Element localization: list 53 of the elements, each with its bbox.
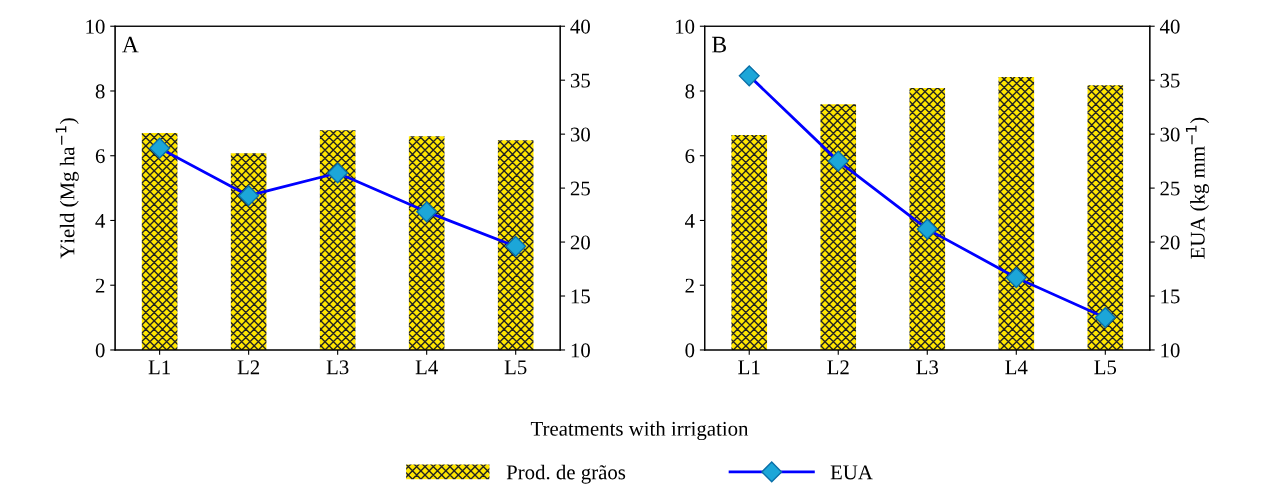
- y2-tick-label: 25: [1160, 181, 1180, 196]
- x-tick-label: L3: [326, 360, 349, 375]
- y-tick-label: 8: [685, 84, 695, 99]
- y-tick-label: 8: [95, 84, 105, 99]
- y-tick-label: 4: [95, 213, 106, 228]
- legend-label: Prod. de grãos: [506, 464, 626, 484]
- y-tick-label: 6: [685, 149, 695, 164]
- y-tick-label: 2: [95, 278, 105, 293]
- y-tick-label: 4: [685, 213, 695, 228]
- y-axis-title: Yield (Mg ha$^{−1}$): [55, 118, 79, 259]
- bar: [909, 88, 946, 350]
- annotation: A: [122, 36, 139, 53]
- y2-tick-label: 40: [570, 19, 590, 34]
- bar: [820, 104, 857, 350]
- bar: [141, 133, 178, 350]
- bar: [230, 153, 267, 350]
- y2-tick-label: 30: [570, 127, 590, 142]
- bar: [1087, 85, 1124, 350]
- y2-tick-label: 10: [1161, 343, 1180, 358]
- y-tick-label: 0: [95, 343, 105, 358]
- y2-tick-label: 35: [570, 73, 590, 88]
- y2-tick-label: 15: [1161, 289, 1180, 304]
- y-tick-label: 2: [685, 278, 694, 293]
- bar: [319, 130, 356, 350]
- x-tick-label: L5: [1094, 360, 1117, 375]
- y2-tick-label: 15: [571, 289, 590, 304]
- y-tick-label: 10: [676, 19, 695, 34]
- x-tick-label: L5: [504, 360, 527, 375]
- y2-tick-label: 10: [571, 343, 590, 358]
- bar: [998, 77, 1035, 350]
- y2-tick-label: 40: [1159, 19, 1180, 34]
- x-tick-label: L1: [738, 360, 760, 375]
- y-tick-label: 10: [86, 19, 105, 34]
- y2-tick-label: 20: [1160, 235, 1180, 250]
- x-tick-label: L2: [237, 360, 260, 375]
- x-axis-title: Treatments with irrigation: [530, 421, 749, 441]
- y2-tick-label: 20: [570, 235, 590, 250]
- y2-tick-label: 25: [570, 181, 590, 196]
- y-tick-label: 6: [95, 149, 105, 164]
- x-tick-label: L1: [148, 360, 170, 375]
- y2-tick-label: 30: [1160, 127, 1180, 142]
- y2-axis-title: EUA (kg mm$^{−1}$): [1185, 117, 1210, 259]
- x-tick-label: L2: [827, 360, 849, 375]
- x-tick-label: L3: [916, 360, 939, 375]
- y-tick-label: 0: [685, 343, 695, 358]
- x-tick-label: L4: [415, 360, 438, 375]
- bar: [497, 140, 534, 350]
- legend-label: EUA: [830, 465, 873, 480]
- x-tick-label: L4: [1005, 360, 1028, 375]
- annotation: B: [712, 36, 726, 53]
- bar: [408, 136, 445, 350]
- y2-tick-label: 35: [1160, 73, 1180, 88]
- bar: [731, 135, 768, 350]
